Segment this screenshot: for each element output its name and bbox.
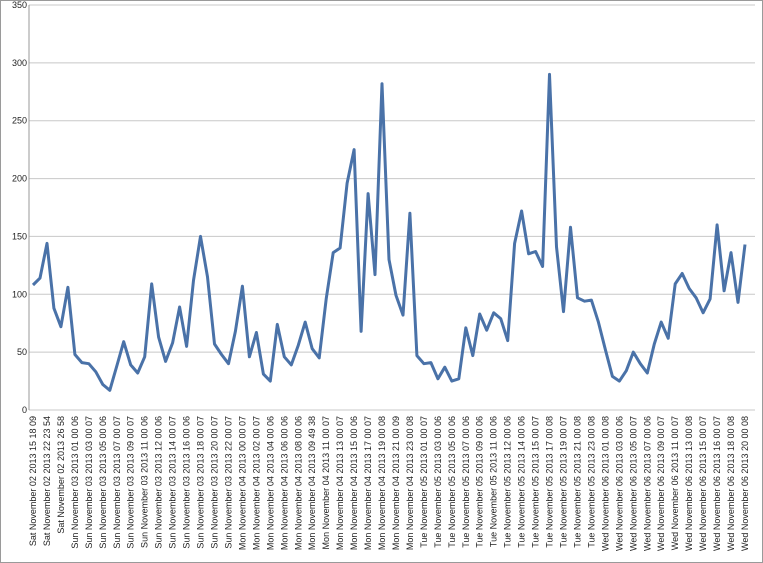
x-tick-label: Wed November 06 2013 03 00 06 [614,416,624,551]
x-tick-label: Mon November 04 2013 00 00 07 [237,416,247,550]
x-tick-label: Wed November 06 2013 05 00 07 [628,416,638,551]
x-tick-label: Sun November 03 2013 14 00 07 [168,416,178,549]
x-tick-label: Sun November 03 2013 18 00 07 [196,416,206,549]
x-tick-label: Tue November 05 2013 17 00 08 [545,416,555,548]
x-tick-label: Tue November 05 2013 11 00 06 [489,416,499,547]
y-tick-label: 150 [12,231,27,241]
x-tick-label: Sun November 03 2013 11 00 06 [140,416,150,548]
x-tick-label: Mon November 04 2013 08 00 06 [293,416,303,550]
x-tick-label: Tue November 05 2013 15 00 07 [531,416,541,548]
x-tick-label: Sun November 03 2013 01 00 06 [70,416,80,549]
x-tick-label: Sun November 03 2013 05 00 06 [98,416,108,549]
x-tick-label: Mon November 04 2013 23 00 08 [405,416,415,550]
data-line [31,72,747,392]
x-tick-label: Sun November 03 2013 22 00 07 [223,416,233,549]
x-tick-label: Mon November 04 2013 21 00 09 [391,416,401,550]
x-tick-label: Tue November 05 2013 01 00 07 [419,416,429,548]
x-tick-label: Sun November 03 2013 07 00 07 [112,416,122,549]
x-tick-label: Mon November 04 2013 13 00 07 [335,416,345,550]
x-tick-label: Tue November 05 2013 14 00 06 [517,416,527,548]
x-tick-label: Wed November 06 2013 11 00 07 [670,416,680,550]
x-tick-label: Tue November 05 2013 23 00 08 [586,416,596,548]
x-tick-label: Tue November 05 2013 07 00 06 [461,416,471,548]
x-tick-label: Sat November 02 2013 15 18 09 [28,416,38,546]
x-tick-label: Wed November 06 2013 20 00 08 [740,416,750,551]
x-tick-label: Mon November 04 2013 11 00 07 [321,416,331,549]
x-tick-label: Wed November 06 2013 09 00 07 [656,416,666,551]
y-tick-label: 0 [22,405,27,415]
x-tick-label: Wed November 06 2013 18 00 08 [726,416,736,551]
x-tick-label: Mon November 04 2013 15 00 06 [349,416,359,550]
x-tick-label: Wed November 06 2013 01 00 08 [600,416,610,551]
y-tick-label: 300 [12,58,27,68]
x-tick-label: Wed November 06 2013 16 00 07 [712,416,722,551]
y-tick-label: 100 [12,289,27,299]
x-tick-label: Mon November 04 2013 19 00 08 [377,416,387,550]
x-tick-label: Sun November 03 2013 03 00 07 [84,416,94,549]
x-tick-label: Tue November 05 2013 21 00 08 [572,416,582,548]
y-tick-label: 350 [12,0,27,10]
x-tick-label: Sun November 03 2013 12 00 06 [154,416,164,549]
x-tick-label: Tue November 05 2013 03 00 06 [433,416,443,548]
x-tick-label: Sun November 03 2013 16 00 06 [182,416,192,549]
x-tick-label: Mon November 04 2013 06 00 06 [279,416,289,550]
y-tick-label: 50 [17,347,27,357]
x-tick-label: Wed November 06 2013 13 00 08 [684,416,694,551]
x-tick-label: Tue November 05 2013 12 00 06 [503,416,513,548]
x-tick-label: Sat November 02 2013 22 23 54 [42,416,52,546]
x-tick-label: Sun November 03 2013 20 00 07 [209,416,219,549]
x-tick-label: Wed November 06 2013 15 00 07 [698,416,708,551]
y-tick-label: 200 [12,174,27,184]
x-tick-label: Mon November 04 2013 09 49 38 [307,416,317,550]
x-tick-label: Mon November 04 2013 17 00 07 [363,416,373,550]
x-tick-label: Sun November 03 2013 09 00 07 [126,416,136,549]
x-tick-label: Mon November 04 2013 02 00 07 [251,416,261,550]
x-tick-label: Sat November 02 2013 26 58 [56,416,66,534]
y-tick-label: 250 [12,116,27,126]
x-tick-label: Mon November 04 2013 04 00 06 [265,416,275,550]
x-tick-label: Tue November 05 2013 19 00 07 [559,416,569,548]
x-tick-label: Wed November 06 2013 07 00 06 [642,416,652,551]
x-tick-label: Tue November 05 2013 09 00 06 [475,416,485,548]
x-tick-label: Tue November 05 2013 05 00 06 [447,416,457,548]
